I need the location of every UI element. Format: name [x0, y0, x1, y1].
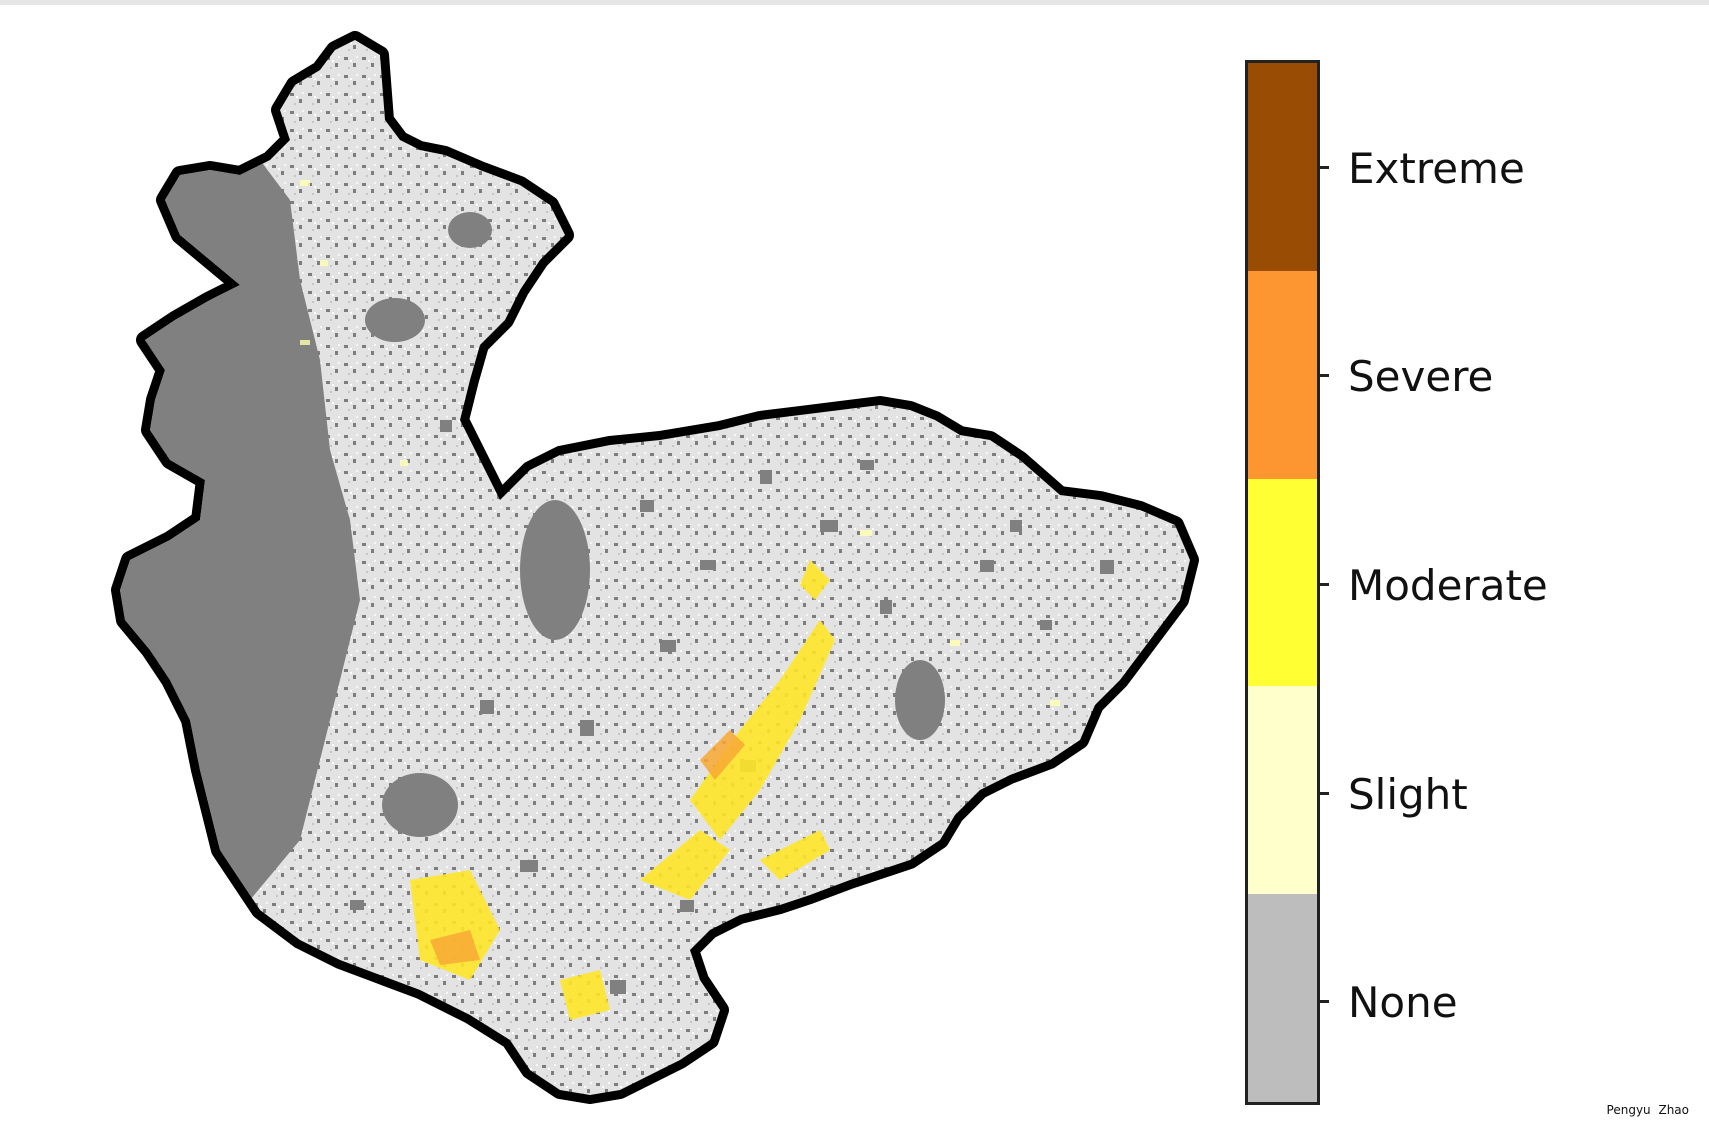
- legend-tick-severe: [1320, 374, 1329, 377]
- severe-areas: [430, 730, 745, 965]
- author-credit: Pengyu Zhao: [1606, 1103, 1689, 1117]
- legend-label-moderate: Moderate: [1348, 561, 1548, 610]
- legend-swatch-extreme: [1248, 63, 1317, 271]
- legend-tick-extreme: [1320, 166, 1329, 169]
- legend-tick-moderate: [1320, 583, 1329, 586]
- legend-label-slight: Slight: [1348, 770, 1468, 819]
- legend-colorbar: [1245, 60, 1320, 1105]
- legend-swatch-slight: [1248, 686, 1317, 895]
- legend-label-severe: Severe: [1348, 352, 1494, 401]
- legend-swatch-moderate: [1248, 478, 1317, 687]
- legend-label-extreme: Extreme: [1348, 144, 1525, 193]
- legend-label-none: None: [1348, 978, 1458, 1027]
- legend-tick-none: [1320, 1000, 1329, 1003]
- legend-tick-slight: [1320, 792, 1329, 795]
- slight-areas: [300, 180, 1060, 706]
- masked-patches: [350, 212, 1114, 994]
- top-strip: [0, 0, 1709, 5]
- legend-swatch-none: [1248, 894, 1317, 1102]
- legend-swatch-severe: [1248, 270, 1317, 479]
